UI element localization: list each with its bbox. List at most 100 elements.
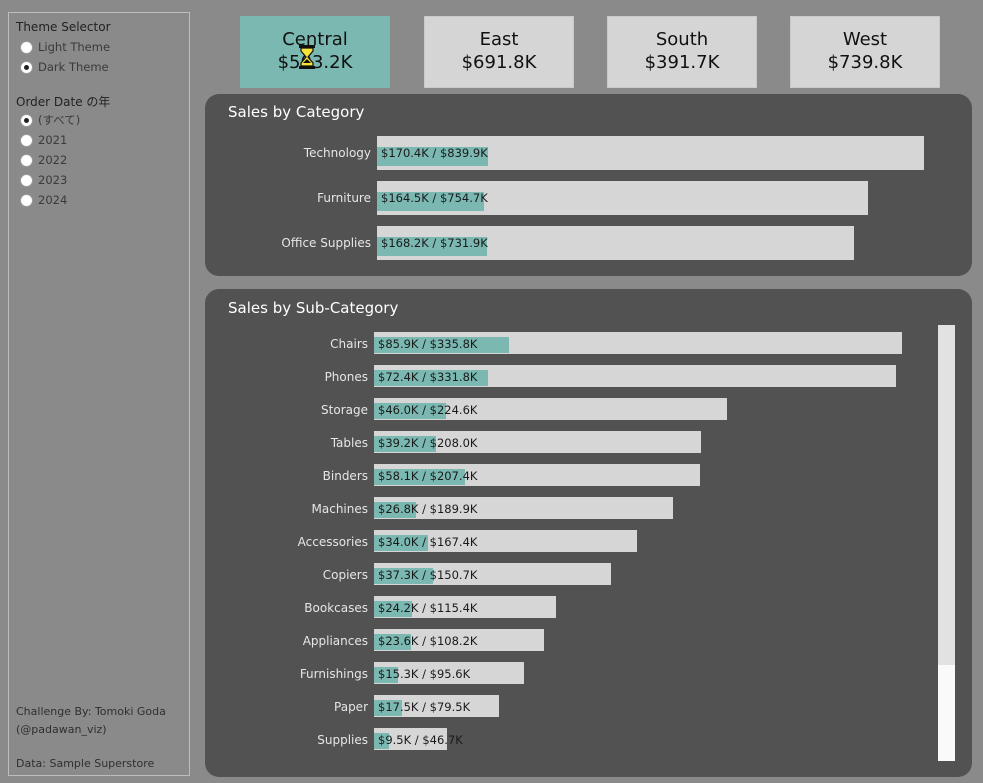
total-bar[interactable] (374, 596, 556, 618)
bar-row-paper[interactable]: Paper $17.5K / $79.5K (334, 695, 909, 729)
row-label: Binders (322, 469, 368, 483)
bar-row-chairs[interactable]: Chairs $85.9K / $335.8K (330, 332, 909, 366)
total-bar[interactable] (374, 629, 545, 651)
scrollbar-thumb[interactable] (938, 325, 955, 665)
selected-region-bar[interactable] (374, 601, 413, 617)
selected-region-bar[interactable] (374, 535, 428, 551)
region-name: East (479, 29, 519, 50)
row-label: Accessories (297, 535, 368, 549)
bar-row-binders[interactable]: Binders $58.1K / $207.4K (323, 464, 909, 498)
region-card-west[interactable]: West $739.8K (790, 16, 940, 88)
total-bar[interactable] (374, 563, 612, 585)
year-option-2022[interactable]: 2022 (20, 152, 67, 168)
radio-2024-icon[interactable] (20, 193, 33, 207)
row-label: Appliances (302, 634, 368, 648)
region-name: South (655, 29, 709, 50)
year-option-label: (すべて) (38, 113, 81, 127)
selected-region-bar[interactable] (374, 436, 436, 452)
row-label: Paper (334, 700, 368, 714)
bar-row-appliances[interactable]: Appliances $23.6K / $108.2K (303, 629, 909, 663)
total-bar[interactable] (374, 365, 897, 387)
total-bar[interactable] (374, 530, 638, 552)
year-option-2021[interactable]: 2021 (20, 132, 67, 148)
row-label: Copiers (322, 568, 368, 582)
filter-sidebar: Theme Selector Light Theme Dark Theme Or… (8, 12, 190, 776)
selected-region-bar[interactable] (374, 403, 447, 419)
region-name: West (842, 29, 888, 50)
selected-region-bar[interactable] (374, 337, 510, 353)
row-label: Storage (321, 403, 368, 417)
year-option-2023[interactable]: 2023 (20, 172, 67, 188)
bar-row-phones[interactable]: Phones $72.4K / $331.8K (325, 365, 909, 399)
radio-2021-icon[interactable] (20, 133, 33, 147)
category-panel-title: Sales by Category (228, 103, 365, 121)
selected-region-bar[interactable] (374, 502, 417, 518)
total-bar[interactable] (374, 398, 728, 420)
credit-handle: (@padawan_viz) (16, 723, 107, 736)
radio-all-icon[interactable] (20, 113, 33, 127)
total-bar[interactable] (374, 431, 702, 453)
bar-row-accessories[interactable]: Accessories $34.0K / $167.4K (298, 530, 909, 564)
theme-option-label: Dark Theme (38, 60, 109, 74)
year-option-2024[interactable]: 2024 (20, 192, 67, 208)
order-date-year-title: Order Date の年 (16, 95, 111, 109)
region-sales: $391.7K (644, 52, 720, 73)
radio-2023-icon[interactable] (20, 173, 33, 187)
bar-row-machines[interactable]: Machines $26.8K / $189.9K (312, 497, 909, 531)
year-option-label: 2021 (38, 133, 68, 147)
region-card-south[interactable]: South $391.7K (607, 16, 757, 88)
theme-option-light[interactable]: Light Theme (20, 39, 110, 55)
bar-row-supplies[interactable]: Supplies $9.5K / $46.7K (317, 728, 909, 762)
row-label: Phones (324, 370, 368, 384)
total-bar[interactable] (374, 662, 525, 684)
radio-light-icon[interactable] (20, 40, 33, 54)
selected-region-bar[interactable] (374, 370, 488, 386)
total-bar[interactable] (374, 695, 500, 717)
bar-row-furniture[interactable]: Furniture $164.5K / $754.7K (317, 181, 937, 215)
year-option-all[interactable]: (すべて) (20, 112, 80, 128)
bar-value-label: $34.0K / $167.4K (378, 535, 478, 549)
bar-value-label: $39.2K / $208.0K (378, 436, 478, 450)
bar-row-technology[interactable]: Technology $170.4K / $839.9K (304, 136, 937, 170)
selected-region-bar[interactable] (374, 469, 466, 485)
year-option-label: 2022 (38, 153, 68, 167)
bar-value-label: $37.3K / $150.7K (378, 568, 478, 582)
bar-row-furnishings[interactable]: Furnishings $15.3K / $95.6K (300, 662, 909, 696)
selected-region-bar[interactable] (374, 568, 433, 584)
selected-region-bar[interactable] (377, 237, 487, 256)
row-label: Machines (311, 502, 368, 516)
selected-region-bar[interactable] (374, 634, 412, 650)
theme-selector-title: Theme Selector (16, 20, 111, 34)
vertical-scrollbar[interactable] (938, 325, 955, 761)
bar-value-label: $58.1K / $207.4K (378, 469, 478, 483)
bar-value-label: $168.2K / $731.9K (381, 236, 488, 250)
bar-value-label: $15.3K / $95.6K (378, 667, 471, 681)
region-sales: $691.8K (461, 52, 537, 73)
bar-row-bookcases[interactable]: Bookcases $24.2K / $115.4K (304, 596, 909, 630)
region-name: Central (282, 29, 348, 50)
radio-dark-icon[interactable] (20, 60, 33, 74)
region-sales: $739.8K (827, 52, 903, 73)
bar-value-label: $23.6K / $108.2K (378, 634, 478, 648)
bar-row-storage[interactable]: Storage $46.0K / $224.6K (321, 398, 909, 432)
selected-region-bar[interactable] (374, 667, 399, 683)
selected-region-bar[interactable] (374, 700, 402, 716)
bar-row-copiers[interactable]: Copiers $37.3K / $150.7K (323, 563, 909, 597)
row-label: Furniture (317, 191, 371, 205)
selected-region-bar[interactable] (377, 147, 488, 166)
row-label: Technology (303, 146, 371, 160)
total-bar[interactable] (374, 497, 673, 519)
selected-region-bar[interactable] (377, 192, 485, 211)
bar-row-office-supplies[interactable]: Office Supplies $168.2K / $731.9K (281, 226, 937, 260)
radio-2022-icon[interactable] (20, 153, 33, 167)
region-card-central[interactable]: Central $503.2K (240, 16, 390, 88)
total-bar[interactable] (374, 728, 448, 750)
region-card-east[interactable]: East $691.8K (424, 16, 574, 88)
year-option-label: 2023 (38, 173, 68, 187)
selected-region-bar[interactable] (374, 733, 389, 749)
bar-row-tables[interactable]: Tables $39.2K / $208.0K (331, 431, 909, 465)
subcategory-panel-title: Sales by Sub-Category (228, 299, 399, 317)
data-source: Data: Sample Superstore (16, 757, 155, 770)
bar-value-label: $164.5K / $754.7K (381, 191, 488, 205)
theme-option-dark[interactable]: Dark Theme (20, 59, 109, 75)
